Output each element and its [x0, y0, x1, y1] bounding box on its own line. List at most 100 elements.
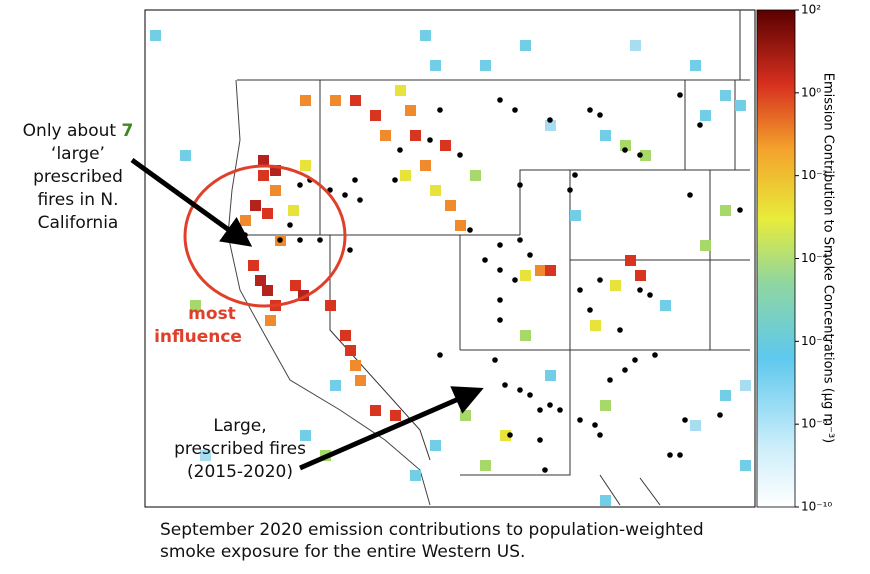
fire-point	[352, 177, 358, 183]
fire-point	[577, 287, 583, 293]
fire-point	[537, 437, 543, 443]
fire-point	[587, 107, 593, 113]
smoke-cell	[720, 390, 731, 401]
smoke-cell	[520, 270, 531, 281]
smoke-cell	[300, 160, 311, 171]
fire-point	[527, 252, 533, 258]
smoke-cell	[270, 165, 281, 176]
fire-point	[622, 147, 628, 153]
smoke-cell	[455, 220, 466, 231]
smoke-cell	[600, 400, 611, 411]
smoke-cell	[330, 95, 341, 106]
fire-point	[667, 452, 673, 458]
colorbar-tick-label: 10⁻¹⁰	[801, 500, 832, 514]
fire-point	[497, 317, 503, 323]
fire-point	[587, 307, 593, 313]
smoke-cell	[262, 285, 273, 296]
smoke-cell	[660, 300, 671, 311]
fire-point	[557, 407, 563, 413]
smoke-cell	[290, 280, 301, 291]
fire-point	[482, 257, 488, 263]
smoke-cell	[735, 100, 746, 111]
fire-point	[687, 192, 693, 198]
fire-point	[497, 297, 503, 303]
smoke-cell	[690, 420, 701, 431]
colorbar-tick-label: 10⁻²	[801, 168, 828, 182]
fire-point	[647, 292, 653, 298]
smoke-cell	[430, 440, 441, 451]
smoke-cell	[355, 375, 366, 386]
influence-text: most	[188, 304, 236, 324]
callout-text: Only about 7	[23, 121, 134, 141]
smoke-cell	[630, 40, 641, 51]
callout-text: (2015-2020)	[187, 462, 293, 482]
smoke-cell	[390, 410, 401, 421]
caption: September 2020 emission contributions to…	[160, 520, 704, 540]
smoke-cell	[288, 205, 299, 216]
fire-point	[297, 237, 303, 243]
smoke-cell	[248, 260, 259, 271]
colorbar-tick-label: 10⁻⁶	[801, 334, 828, 348]
fire-point	[527, 392, 533, 398]
fire-point	[437, 107, 443, 113]
fire-point	[357, 197, 363, 203]
fire-point	[677, 92, 683, 98]
fire-point	[512, 107, 518, 113]
smoke-cell	[325, 300, 336, 311]
smoke-cell	[350, 95, 361, 106]
smoke-cell	[520, 40, 531, 51]
smoke-cell	[535, 265, 546, 276]
smoke-cell	[720, 205, 731, 216]
fire-point	[737, 207, 743, 213]
fire-point	[597, 112, 603, 118]
fire-point	[512, 277, 518, 283]
smoke-cell	[350, 360, 361, 371]
fire-point	[427, 137, 433, 143]
fire-point	[537, 407, 543, 413]
fire-point	[467, 227, 473, 233]
fire-point	[547, 402, 553, 408]
fire-points	[242, 92, 743, 473]
smoke-cell	[635, 270, 646, 281]
smoke-cell	[625, 255, 636, 266]
fire-point	[437, 352, 443, 358]
smoke-cell	[420, 30, 431, 41]
smoke-cell	[420, 160, 431, 171]
fire-point	[567, 187, 573, 193]
fire-point	[242, 232, 248, 238]
fire-point	[347, 247, 353, 253]
callout-text: fires in N.	[37, 190, 118, 210]
smoke-cell	[480, 60, 491, 71]
colorbar-tick-label: 10²	[801, 3, 821, 17]
smoke-cell	[700, 240, 711, 251]
smoke-cell	[258, 155, 269, 166]
fire-point	[717, 412, 723, 418]
smoke-cell	[400, 170, 411, 181]
fire-point	[507, 432, 513, 438]
fire-point	[572, 172, 578, 178]
smoke-cell	[640, 150, 651, 161]
fire-point	[622, 367, 628, 373]
smoke-cell	[370, 405, 381, 416]
smoke-cell	[480, 460, 491, 471]
caption: smoke exposure for the entire Western US…	[160, 542, 525, 562]
colorbar-label: Emission Contribution to Smoke Concentra…	[821, 73, 836, 443]
smoke-cell	[300, 430, 311, 441]
callout-text: Large,	[213, 416, 266, 436]
fire-point	[577, 417, 583, 423]
fire-point	[517, 387, 523, 393]
colorbar	[756, 9, 796, 508]
fire-point	[297, 182, 303, 188]
arrow	[299, 386, 484, 471]
highlight-circle	[183, 164, 347, 308]
callout-text: prescribed	[33, 167, 123, 187]
smoke-cell	[395, 85, 406, 96]
smoke-cell	[545, 120, 556, 131]
smoke-cell	[570, 210, 581, 221]
fire-point	[492, 357, 498, 363]
smoke-cell	[445, 200, 456, 211]
arrow	[130, 157, 253, 247]
fire-point	[497, 242, 503, 248]
fire-point	[287, 222, 293, 228]
callout-text: ‘large’	[51, 144, 105, 164]
